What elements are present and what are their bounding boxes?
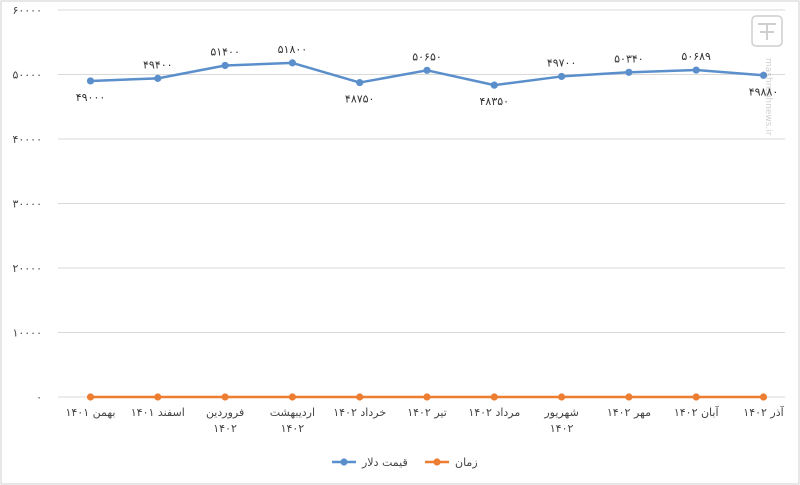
y-axis-ticks: ۰ ۱۰۰۰۰ ۲۰۰۰۰ ۳۰۰۰۰ ۴۰۰۰۰ ۵۰۰۰۰ ۶۰۰۰۰ (12, 4, 42, 404)
x-axis-ticks: بهمن ۱۴۰۱ اسفند ۱۴۰۱ فروردین ۱۴۰۲ اردیبهشت ۱۴… (65, 405, 784, 435)
legend-label: قیمت دلار (361, 456, 408, 469)
tasnim-news-logo (751, 15, 783, 47)
series-0-point (86, 77, 95, 85)
y-tick-label: ۶۰۰۰۰ (12, 4, 42, 17)
y-tick-label: ۱۰۰۰۰ (12, 327, 42, 340)
series-0-point (759, 71, 768, 79)
data-label: ۵۰۳۴۰ (614, 52, 644, 65)
x-tick-label: مهر ۱۴۰۲ (607, 406, 651, 419)
data-label: ۴۹۸۸۰ (749, 85, 779, 98)
series-layer (86, 59, 768, 401)
x-tick-label: اسفند ۱۴۰۱ (131, 406, 185, 419)
series-1-point (221, 393, 229, 401)
series-0-point (692, 66, 700, 74)
series-0-point (558, 72, 566, 81)
data-label: ۵۱۸۰۰ (278, 43, 308, 56)
series-0-point (356, 78, 364, 87)
watermark-text: mashreghnews.ir (763, 58, 773, 136)
x-tick-label: آبان ۱۴۰۲ (674, 405, 720, 419)
y-tick-label: ۴۰۰۰۰ (12, 133, 42, 146)
legend-label: زمان (455, 456, 478, 469)
x-tick-label: آذر ۱۴۰۲ (743, 405, 784, 419)
series-1-point (86, 393, 95, 401)
series-1-point (423, 393, 431, 401)
series-0-point (423, 66, 431, 74)
legend-swatch-marker (340, 458, 348, 466)
x-tick-label: اردیبهشت ۱۴۰۲ (270, 406, 315, 435)
data-label: ۴۸۳۵۰ (480, 95, 510, 108)
series-0-point (221, 61, 229, 70)
series-1-point (625, 393, 633, 401)
x-tick-label: مرداد ۱۴۰۲ (468, 406, 520, 419)
y-tick-label: ۵۰۰۰۰ (12, 69, 42, 82)
series-1-point (759, 393, 768, 401)
data-labels: ۴۹۰۰۰ ۴۹۴۰۰ ۵۱۴۰۰ ۵۱۸۰۰ ۴۸۷۵۰ ۵۰۶۵۰ ۴۸۳۵۰ ۴۹۷۰۰… (76, 43, 779, 108)
y-tick-label: ۲۰۰۰۰ (12, 262, 42, 275)
data-label: ۵۰۶۸۹ (681, 50, 711, 63)
x-tick-label: تیر ۱۴۰۲ (407, 406, 447, 419)
series-0-point (154, 74, 162, 82)
x-tick-label: فروردین ۱۴۰۲ (206, 406, 244, 435)
legend: قیمت دلار زمان (332, 456, 478, 469)
watermark: mashreghnews.ir (751, 15, 783, 136)
series-1-point (356, 393, 364, 401)
series-1-point (692, 393, 700, 401)
series-0-point (288, 59, 296, 67)
x-tick-label: بهمن ۱۴۰۱ (65, 406, 115, 419)
data-label: ۴۹۰۰۰ (76, 91, 106, 104)
series-0-point (490, 81, 498, 89)
series-0-point (625, 68, 633, 76)
legend-swatch-marker (433, 458, 441, 466)
y-tick-label: ۰ (36, 391, 42, 404)
x-tick-label: شهریور ۱۴۰۲ (543, 406, 578, 435)
y-tick-label: ۳۰۰۰۰ (12, 198, 42, 211)
data-label: ۵۰۶۵۰ (412, 50, 442, 63)
series-1-point (154, 393, 162, 401)
series-1-point (288, 393, 296, 401)
data-label: ۵۱۴۰۰ (210, 45, 240, 58)
data-label: ۴۸۷۵۰ (345, 93, 375, 106)
x-tick-label: خرداد ۱۴۰۲ (333, 406, 386, 419)
data-label: ۴۹۴۰۰ (143, 58, 173, 71)
series-1-point (558, 393, 566, 401)
data-label: ۴۹۷۰۰ (547, 56, 577, 69)
series-1-point (490, 393, 498, 401)
